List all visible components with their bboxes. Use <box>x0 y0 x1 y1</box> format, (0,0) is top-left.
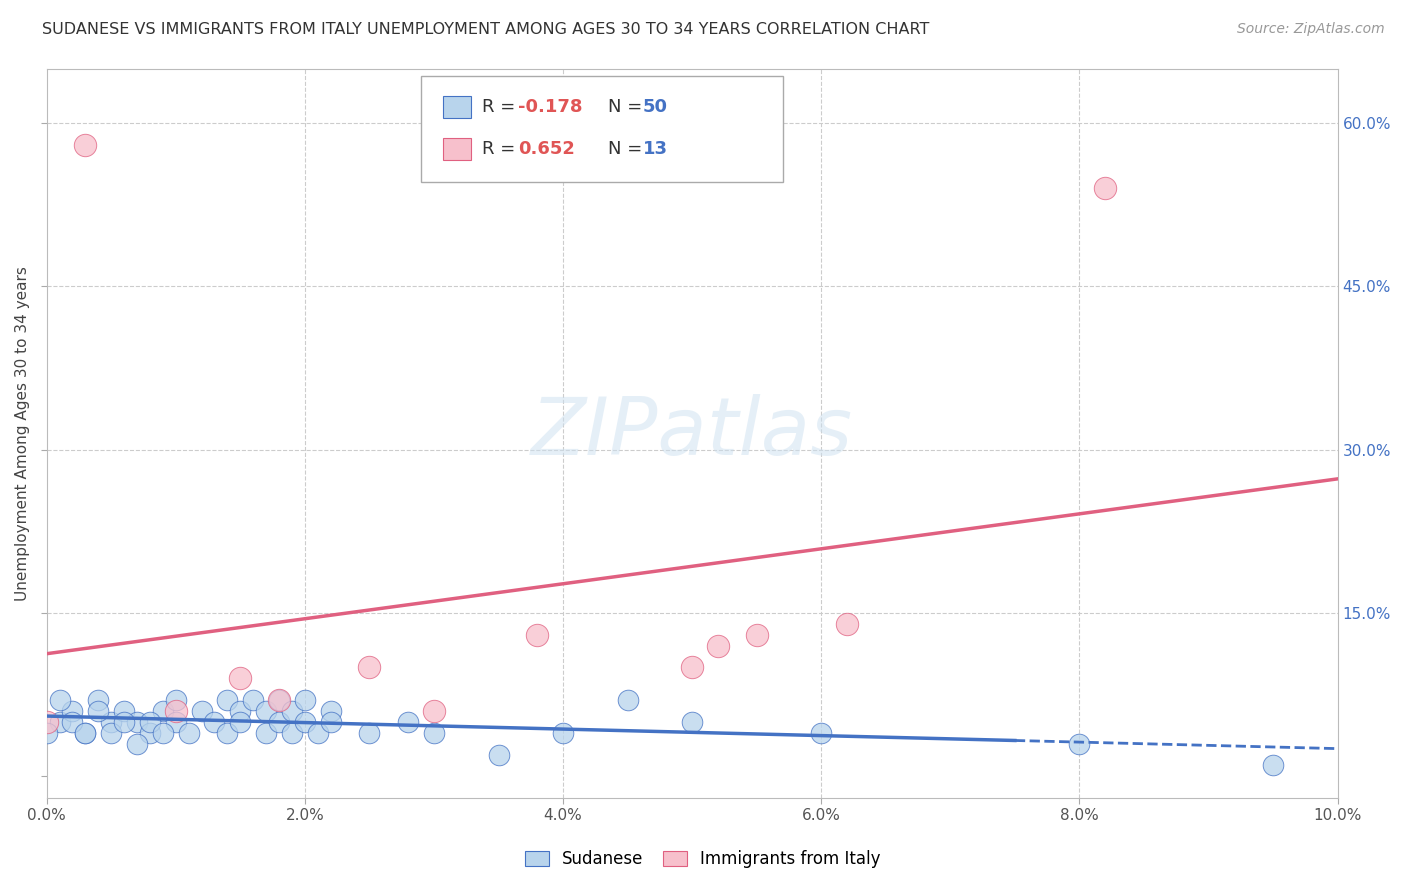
Point <box>423 725 446 739</box>
Point <box>526 628 548 642</box>
Point <box>125 714 148 729</box>
Point <box>1094 181 1116 195</box>
Point <box>396 714 419 729</box>
Bar <box>443 138 471 160</box>
Point <box>125 737 148 751</box>
Point <box>62 714 84 729</box>
Point <box>1261 758 1284 772</box>
Point <box>294 693 316 707</box>
Point <box>681 714 703 729</box>
Point <box>745 628 768 642</box>
Point <box>267 714 290 729</box>
Point <box>100 725 122 739</box>
Point <box>217 693 239 707</box>
Point <box>254 704 277 718</box>
Point <box>152 725 174 739</box>
Point <box>267 693 290 707</box>
Point <box>112 704 135 718</box>
Point <box>229 714 252 729</box>
Point <box>229 671 252 685</box>
Text: R =: R = <box>482 98 520 116</box>
Text: SUDANESE VS IMMIGRANTS FROM ITALY UNEMPLOYMENT AMONG AGES 30 TO 34 YEARS CORRELA: SUDANESE VS IMMIGRANTS FROM ITALY UNEMPL… <box>42 22 929 37</box>
Point <box>242 693 264 707</box>
Point <box>835 616 858 631</box>
Point <box>359 725 381 739</box>
Text: N =: N = <box>609 140 648 158</box>
Point <box>707 639 730 653</box>
Point <box>254 725 277 739</box>
Point <box>681 660 703 674</box>
Point <box>488 747 510 762</box>
Point <box>75 725 97 739</box>
Text: 50: 50 <box>643 98 668 116</box>
FancyBboxPatch shape <box>420 76 783 182</box>
Point <box>281 725 304 739</box>
Text: R =: R = <box>482 140 520 158</box>
Text: -0.178: -0.178 <box>517 98 582 116</box>
Point <box>48 693 70 707</box>
Point <box>551 725 574 739</box>
Bar <box>443 96 471 118</box>
Point <box>165 693 187 707</box>
Point <box>48 714 70 729</box>
Point <box>165 714 187 729</box>
Point <box>229 704 252 718</box>
Text: N =: N = <box>609 98 648 116</box>
Point <box>75 137 97 152</box>
Point <box>281 704 304 718</box>
Point <box>423 704 446 718</box>
Text: 13: 13 <box>643 140 668 158</box>
Point <box>139 725 162 739</box>
Point <box>204 714 226 729</box>
Point <box>35 714 58 729</box>
Point <box>190 704 212 718</box>
Point <box>616 693 638 707</box>
Point <box>359 660 381 674</box>
Point <box>139 714 162 729</box>
Point <box>177 725 200 739</box>
Point <box>87 704 110 718</box>
Point <box>62 704 84 718</box>
Point <box>294 714 316 729</box>
Point <box>307 725 329 739</box>
Legend: Sudanese, Immigrants from Italy: Sudanese, Immigrants from Italy <box>519 844 887 875</box>
Text: Source: ZipAtlas.com: Source: ZipAtlas.com <box>1237 22 1385 37</box>
Point <box>87 693 110 707</box>
Text: 0.652: 0.652 <box>517 140 575 158</box>
Point <box>75 725 97 739</box>
Point <box>1069 737 1091 751</box>
Point <box>35 725 58 739</box>
Point <box>267 693 290 707</box>
Y-axis label: Unemployment Among Ages 30 to 34 years: Unemployment Among Ages 30 to 34 years <box>15 266 30 600</box>
Point <box>217 725 239 739</box>
Point <box>112 714 135 729</box>
Text: ZIPatlas: ZIPatlas <box>531 394 853 472</box>
Point <box>319 714 342 729</box>
Point <box>100 714 122 729</box>
Point <box>152 704 174 718</box>
Point <box>319 704 342 718</box>
Point <box>810 725 832 739</box>
Point <box>165 704 187 718</box>
